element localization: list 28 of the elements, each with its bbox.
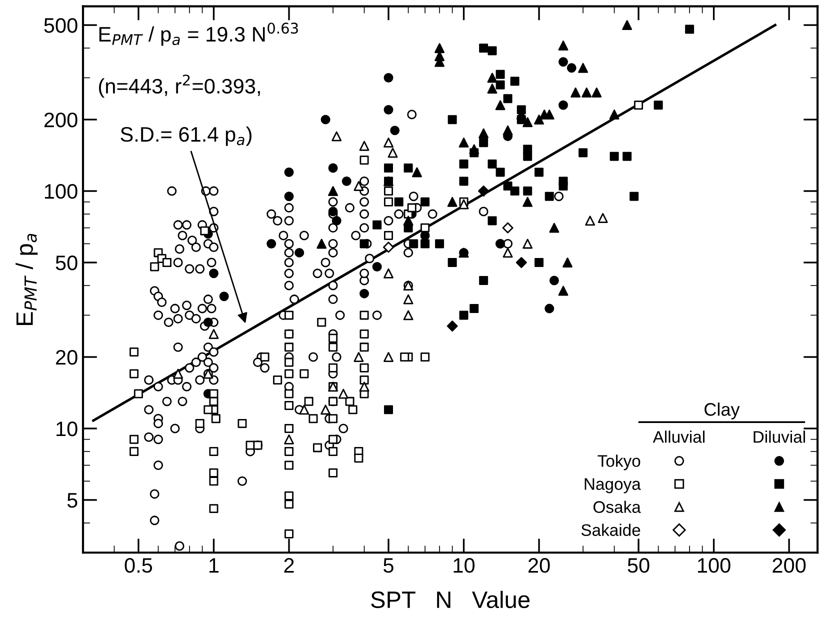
x-tick-label: 5 bbox=[384, 558, 394, 573]
y-tick-label: 200 bbox=[44, 112, 78, 128]
annotation: Alluvial bbox=[652, 430, 704, 443]
legend-title: Clay bbox=[704, 402, 740, 420]
x-tick-label: 200 bbox=[772, 558, 806, 573]
legend-label: Osaka bbox=[594, 500, 641, 513]
y-tick-label: 5 bbox=[67, 493, 78, 508]
x-axis-title: SPT N Value bbox=[371, 590, 530, 608]
y-tick-label: 100 bbox=[44, 184, 78, 199]
annotation: (n=443, r$^{2}$=0.393, bbox=[98, 74, 260, 98]
y-tick-label: 10 bbox=[56, 421, 78, 436]
legend-label: Sakaide bbox=[581, 524, 640, 536]
legend-label: Nagoya bbox=[584, 478, 641, 494]
x-tick-label: 20 bbox=[528, 558, 550, 573]
x-tick-label: 0.5 bbox=[124, 558, 152, 573]
y-tick-label: 50 bbox=[56, 256, 78, 270]
x-tick-label: 50 bbox=[628, 558, 650, 573]
x-tick-label: 100 bbox=[698, 558, 730, 573]
y-axis-title: E$_{PMT}$ / p$_{a}$ bbox=[16, 234, 38, 325]
x-tick-label: 2 bbox=[284, 558, 294, 573]
annotation: S.D.= 61.4 p$_{a}$) bbox=[120, 126, 252, 146]
y-tick-label: 20 bbox=[56, 350, 78, 365]
annotation: Diluvial bbox=[754, 430, 805, 443]
annotation: E$_{PMT}$ / p$_{a}$ = 19.3 N$^{0.63}$ bbox=[99, 22, 298, 46]
y-tick-label: 500 bbox=[44, 18, 78, 33]
x-tick-label: 1 bbox=[210, 558, 219, 573]
x-tick-label: 10 bbox=[454, 558, 475, 573]
legend-label: Tokyo bbox=[598, 454, 640, 470]
